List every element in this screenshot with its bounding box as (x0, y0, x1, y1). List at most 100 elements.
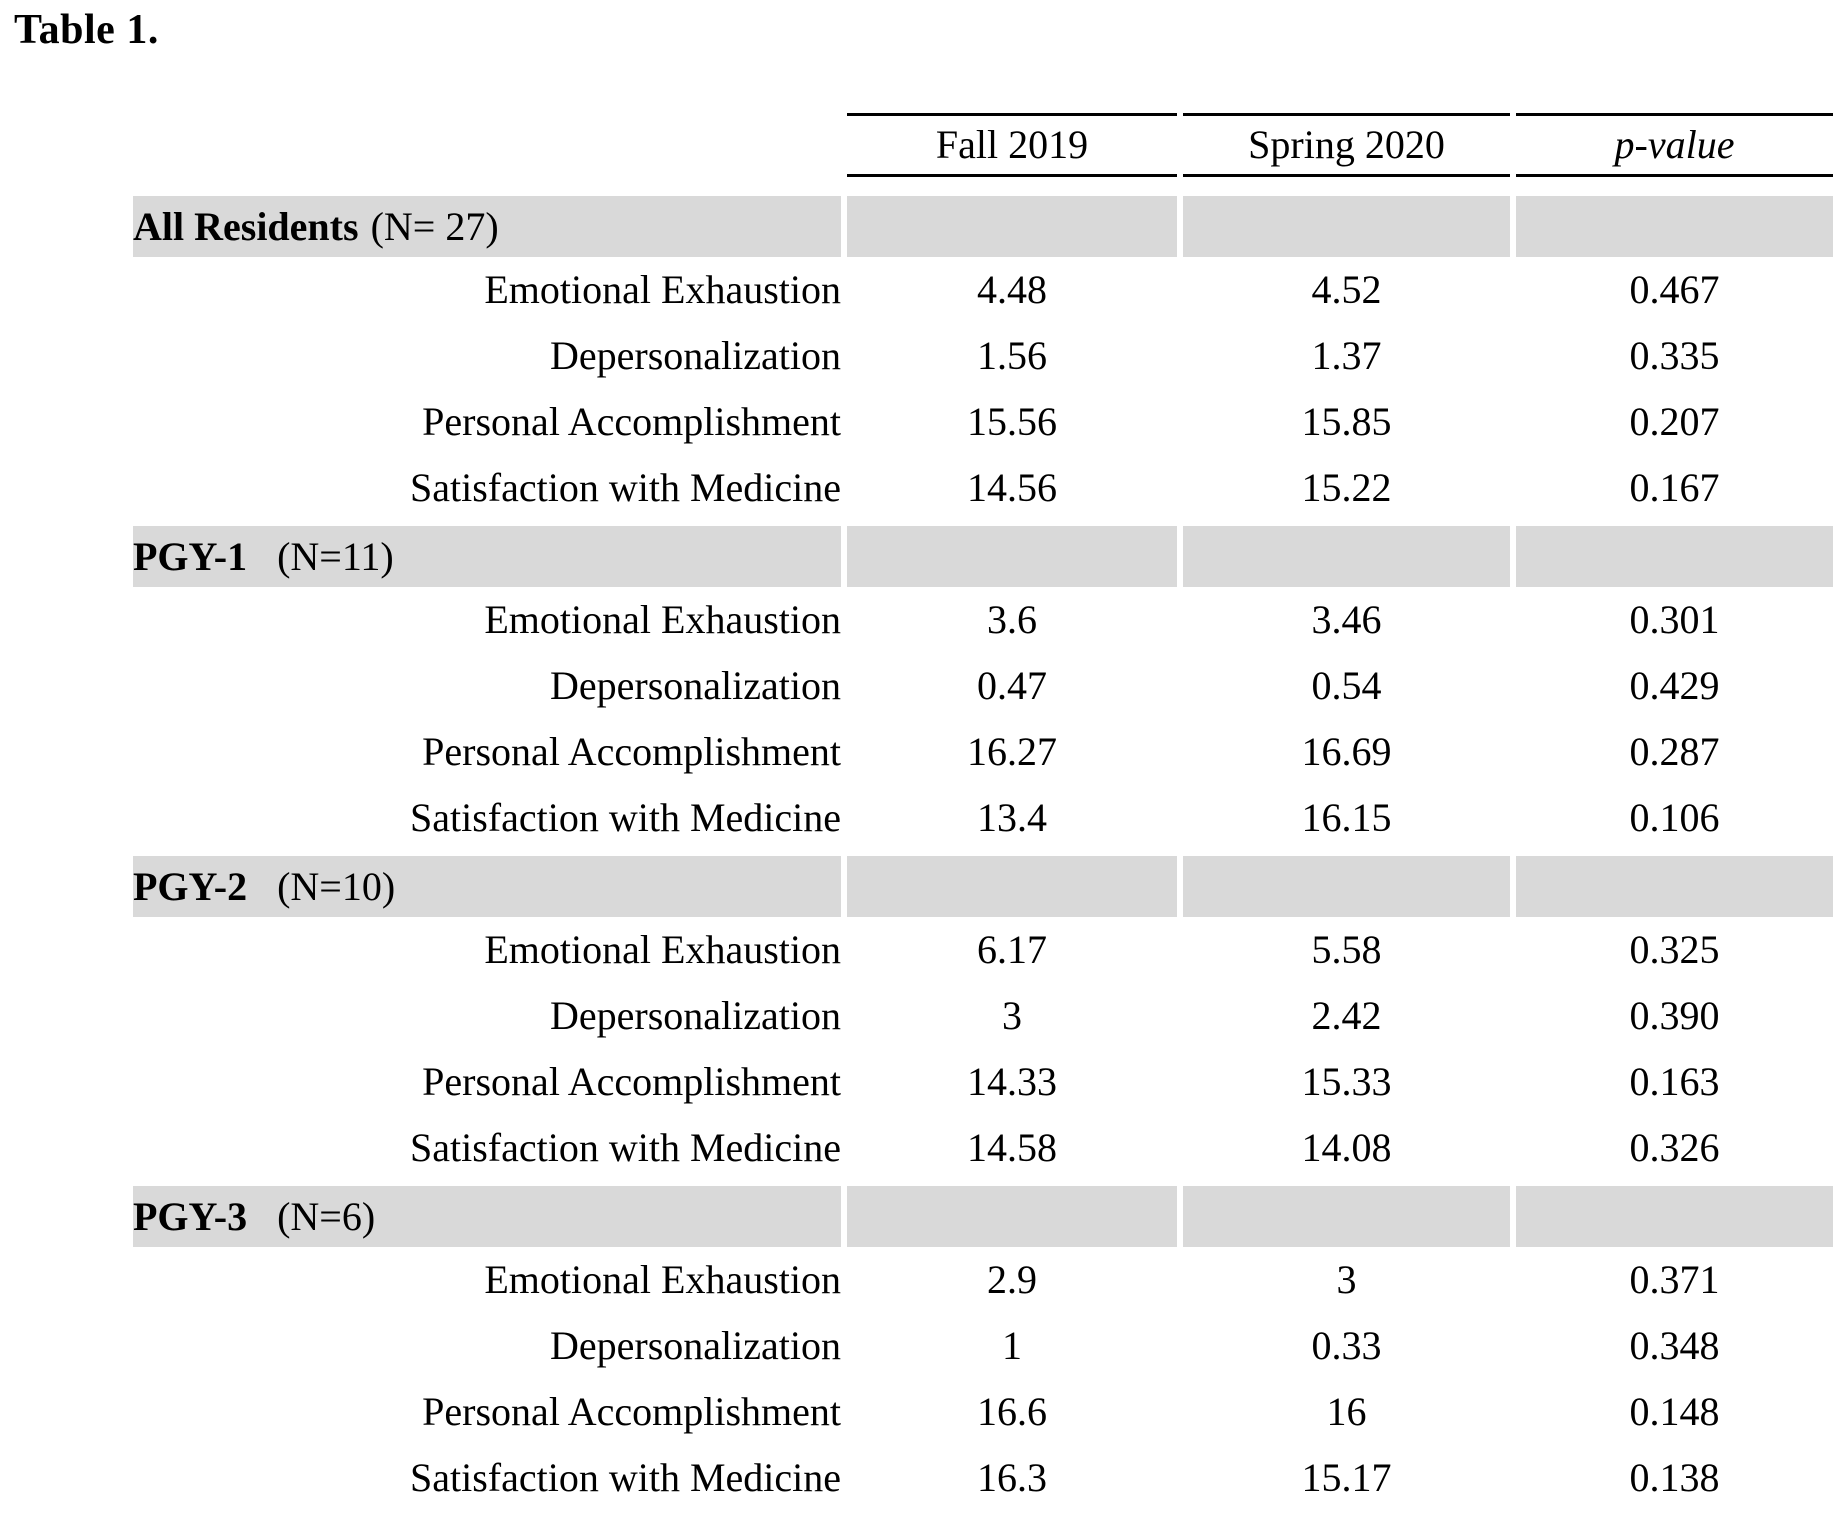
table-row: Emotional Exhaustion 4.48 4.52 0.467 (133, 257, 1833, 323)
section-fill-cell (1183, 856, 1510, 917)
fall-2019-value: 15.56 (967, 399, 1057, 444)
section-title: PGY-3 (N=6) (133, 1186, 841, 1247)
spring-2020-value: 0.33 (1311, 1323, 1382, 1368)
spring-2020-value: 0.54 (1311, 663, 1382, 708)
section-n-count: (N=6) (277, 1193, 376, 1239)
metric-label: Satisfaction with Medicine (409, 465, 841, 510)
section-fill-cell (847, 526, 1177, 587)
section-name: PGY-1 (133, 533, 248, 579)
table-row: Depersonalization 3 2.42 0.390 (133, 983, 1833, 1049)
fall-2019-value: 3 (1002, 993, 1022, 1038)
section-n-count: (N= 27) (370, 203, 499, 249)
table-row: Emotional Exhaustion 6.17 5.58 0.325 (133, 917, 1833, 983)
section-title: PGY-2 (N=10) (133, 856, 841, 917)
fall-2019-value: 0.47 (977, 663, 1047, 708)
spacer-cell (1516, 177, 1833, 196)
p-value: 0.148 (1629, 1389, 1720, 1434)
fall-2019-value: 1.56 (977, 333, 1047, 378)
p-value: 0.348 (1629, 1323, 1720, 1368)
section-fill-cell (847, 1186, 1177, 1247)
p-value: 0.467 (1629, 267, 1720, 312)
spring-2020-value: 3 (1336, 1257, 1357, 1302)
table-row: Personal Accomplishment 15.56 15.85 0.207 (133, 389, 1833, 455)
metric-label: Emotional Exhaustion (484, 1257, 841, 1302)
spring-2020-value: 15.85 (1301, 399, 1392, 444)
p-value: 0.207 (1629, 399, 1720, 444)
section-header-all-residents: All Residents (N= 27) (133, 196, 1833, 257)
fall-2019-value: 16.6 (977, 1389, 1047, 1434)
table-row: Emotional Exhaustion 2.9 3 0.371 (133, 1247, 1833, 1313)
metric-label: Personal Accomplishment (422, 399, 841, 444)
table-row: Personal Accomplishment 16.27 16.69 0.287 (133, 719, 1833, 785)
p-value: 0.335 (1629, 333, 1720, 378)
spring-2020-value: 5.58 (1311, 927, 1382, 972)
table-row: Satisfaction with Medicine 13.4 16.15 0.106 (133, 785, 1833, 851)
fall-2019-value: 14.56 (967, 465, 1057, 510)
metric-label: Emotional Exhaustion (484, 597, 841, 642)
section-header-pgy-2: PGY-2 (N=10) (133, 856, 1833, 917)
section-name: All Residents (133, 203, 359, 249)
spring-2020-value: 15.33 (1301, 1059, 1392, 1104)
section-name: PGY-2 (133, 863, 248, 909)
table-row: Satisfaction with Medicine 16.3 15.17 0.138 (133, 1445, 1833, 1511)
p-value: 0.138 (1629, 1455, 1720, 1500)
header-empty-cell (133, 113, 841, 177)
p-value: 0.429 (1629, 663, 1720, 708)
section-header-pgy-3: PGY-3 (N=6) (133, 1186, 1833, 1247)
section-name: PGY-3 (133, 1193, 248, 1239)
column-header-spring-2020: Spring 2020 (1183, 113, 1510, 177)
section-fill-cell (847, 856, 1177, 917)
section-n-count: (N=11) (277, 533, 394, 579)
fall-2019-value: 3.6 (987, 597, 1037, 642)
p-value: 0.371 (1629, 1257, 1720, 1302)
section-spacer (133, 177, 1833, 196)
fall-2019-value: 6.17 (977, 927, 1047, 972)
section-fill-cell (1516, 196, 1833, 257)
section-fill-cell (1183, 196, 1510, 257)
metric-label: Depersonalization (550, 663, 841, 708)
metric-label: Emotional Exhaustion (484, 927, 841, 972)
spacer-cell (133, 177, 841, 196)
metric-label: Satisfaction with Medicine (409, 795, 841, 840)
table-row: Depersonalization 1 0.33 0.348 (133, 1313, 1833, 1379)
metric-label: Satisfaction with Medicine (409, 1455, 841, 1500)
spring-2020-value: 15.22 (1301, 465, 1392, 510)
spring-2020-value: 16.69 (1301, 729, 1392, 774)
section-fill-cell (1183, 1186, 1510, 1247)
table-row: Satisfaction with Medicine 14.58 14.08 0.32… (133, 1115, 1833, 1181)
fall-2019-value: 13.4 (977, 795, 1047, 840)
fall-2019-value: 1 (1002, 1323, 1022, 1368)
p-value: 0.167 (1629, 465, 1720, 510)
fall-2019-value: 16.3 (977, 1455, 1047, 1500)
section-fill-cell (1516, 1186, 1833, 1247)
p-value: 0.106 (1629, 795, 1720, 840)
burnout-table: Fall 2019 Spring 2020 p-value All Reside… (127, 113, 1839, 1511)
p-value: 0.325 (1629, 927, 1720, 972)
spring-2020-value: 15.17 (1301, 1455, 1392, 1500)
section-fill-cell (1183, 526, 1510, 587)
section-n-count: (N=10) (277, 863, 396, 909)
spacer-cell (847, 177, 1177, 196)
metric-label: Depersonalization (550, 1323, 841, 1368)
table-row: Personal Accomplishment 14.33 15.33 0.163 (133, 1049, 1833, 1115)
spring-2020-value: 4.52 (1311, 267, 1382, 312)
section-title: All Residents (N= 27) (133, 196, 841, 257)
column-header-fall-2019: Fall 2019 (847, 113, 1177, 177)
section-fill-cell (1516, 856, 1833, 917)
section-fill-cell (847, 196, 1177, 257)
section-fill-cell (1516, 526, 1833, 587)
metric-label: Satisfaction with Medicine (409, 1125, 841, 1170)
table-caption: Table 1. (14, 7, 159, 53)
p-value: 0.287 (1629, 729, 1720, 774)
fall-2019-value: 14.33 (967, 1059, 1057, 1104)
spring-2020-value: 3.46 (1311, 597, 1382, 642)
table-row: Emotional Exhaustion 3.6 3.46 0.301 (133, 587, 1833, 653)
spring-2020-value: 16.15 (1301, 795, 1392, 840)
metric-label: Depersonalization (550, 993, 841, 1038)
spring-2020-value: 1.37 (1311, 333, 1382, 378)
p-value: 0.163 (1629, 1059, 1720, 1104)
column-header-p-value: p-value (1516, 113, 1833, 177)
fall-2019-value: 14.58 (967, 1125, 1057, 1170)
spring-2020-value: 2.42 (1311, 993, 1382, 1038)
